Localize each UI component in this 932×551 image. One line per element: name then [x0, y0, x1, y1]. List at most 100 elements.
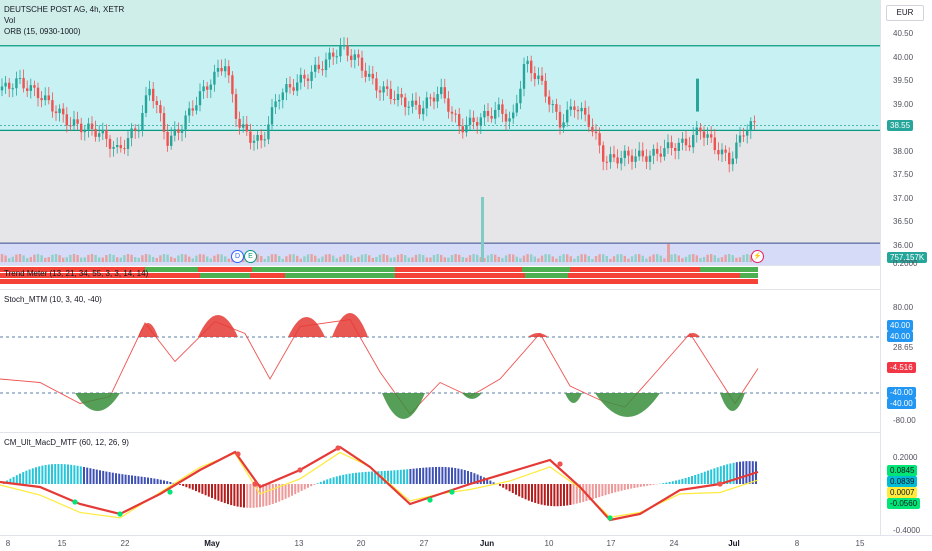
stoch-legend[interactable]: Stoch_MTM (10, 3, 40, -40)	[4, 294, 102, 305]
macd-histogram-bar	[441, 467, 443, 484]
orb-legend[interactable]: ORB (15, 0930-1000)	[4, 26, 81, 37]
macd-histogram-bar	[45, 465, 47, 484]
candle-body	[408, 107, 410, 108]
trend-meter-legend[interactable]: Trend Meter (13, 21, 34, 55, 3, 3, 14, 1…	[4, 268, 148, 279]
macd-histogram-bar	[409, 469, 411, 484]
macd-histogram-bar	[541, 484, 543, 505]
macd-histogram-bar	[269, 484, 271, 505]
volume-bar	[620, 254, 622, 262]
volume-bar	[51, 255, 53, 262]
macd-legend[interactable]: CM_Ult_MacD_MTF (60, 12, 26, 9)	[4, 437, 129, 448]
volume-bar	[559, 256, 561, 262]
candle-body	[228, 66, 230, 75]
vol-legend[interactable]: Vol	[4, 15, 15, 26]
volume-bar	[145, 254, 147, 262]
macd-histogram-bar	[211, 484, 213, 498]
candle-body	[361, 58, 363, 71]
volume-bar	[375, 257, 377, 262]
volume-bar	[84, 257, 86, 262]
macd-histogram-bar	[537, 484, 539, 504]
candle-body	[638, 151, 640, 157]
candle-body	[145, 95, 147, 113]
volume-bar	[426, 257, 428, 262]
macd-histogram-bar	[627, 484, 629, 489]
candle-body	[465, 125, 467, 132]
macd-histogram-bar	[243, 484, 245, 508]
volume-bar	[109, 254, 111, 262]
candle-body	[364, 71, 366, 77]
candle-body	[444, 87, 446, 98]
macd-histogram-bar	[246, 484, 248, 508]
volume-bar	[138, 258, 140, 262]
candle-body	[541, 76, 543, 81]
volume-bar	[397, 255, 399, 262]
volume-bar	[634, 254, 636, 262]
candle-body	[447, 98, 449, 111]
candle-body	[195, 105, 197, 110]
news-flash-icon[interactable]: ⚡	[751, 250, 764, 263]
macd-histogram-bar	[349, 474, 351, 484]
candle-body	[26, 88, 28, 91]
volume-bar	[721, 257, 723, 262]
volume-bar	[696, 255, 698, 262]
macd-histogram-bar	[230, 484, 232, 505]
candle-body	[170, 136, 172, 146]
price-chart[interactable]	[0, 0, 880, 265]
macd-histogram-bar	[265, 484, 267, 506]
candle-body	[141, 113, 143, 130]
volume-bar	[436, 254, 438, 262]
macd-histogram-bar	[749, 461, 751, 484]
candle-body	[516, 103, 518, 112]
candle-body	[199, 91, 201, 105]
volume-bar	[562, 254, 564, 262]
trend-meter-segment	[285, 273, 395, 278]
volume-bar	[458, 255, 460, 262]
macd-histogram-bar	[35, 467, 37, 484]
macd-histogram-bar	[601, 484, 603, 496]
trend-meter-pane[interactable]: Trend Meter (13, 21, 34, 55, 3, 3, 14, 1…	[0, 265, 932, 289]
volume-bar	[325, 254, 327, 262]
macd-histogram-bar	[518, 484, 520, 496]
stoch-oversold-area	[75, 393, 120, 411]
trend-meter-segment	[250, 273, 285, 278]
dividend-event-icon[interactable]: D	[231, 250, 244, 263]
candle-body	[537, 76, 539, 80]
candle-body	[379, 90, 381, 92]
currency-selector[interactable]: EUR	[886, 5, 924, 21]
candle-body	[224, 66, 226, 71]
macd-histogram-bar	[713, 468, 715, 484]
candle-body	[584, 108, 586, 115]
macd-pane[interactable]: CM_Ult_MacD_MTF (60, 12, 26, 9)	[0, 432, 932, 535]
candle-body	[519, 89, 521, 103]
candle-body	[616, 157, 618, 163]
price-pane[interactable]: DEUTSCHE POST AG, 4h, XETR Vol ORB (15, …	[0, 0, 932, 265]
volume-bar	[638, 254, 640, 262]
macd-histogram-bar	[368, 472, 370, 484]
macd-histogram-bar	[352, 473, 354, 484]
trend-meter-segment	[200, 273, 250, 278]
volume-bar	[481, 197, 484, 262]
candle-body	[181, 129, 183, 132]
volume-bar	[660, 256, 662, 262]
candle-body	[105, 130, 107, 139]
volume-bar	[678, 255, 680, 262]
macd-histogram-bar	[400, 470, 402, 484]
symbol-title[interactable]: DEUTSCHE POST AG, 4h, XETR	[4, 4, 124, 15]
macd-histogram-bar	[29, 469, 31, 484]
candle-body	[202, 86, 204, 91]
trend-meter-segment	[285, 267, 395, 272]
candle-body	[213, 72, 215, 85]
volume-bar	[487, 255, 489, 262]
candle-body	[69, 125, 71, 126]
volume-bar	[328, 254, 330, 262]
volume-bar	[343, 255, 345, 262]
volume-bar	[19, 254, 21, 262]
macd-histogram-bar	[192, 484, 194, 490]
earnings-event-icon[interactable]: E	[244, 250, 257, 263]
volume-bar	[588, 256, 590, 262]
candle-body	[300, 75, 302, 83]
stoch-pane[interactable]: Stoch_MTM (10, 3, 40, -40)	[0, 289, 932, 432]
stoch-overbought-area	[528, 333, 548, 337]
macd-histogram-bar	[637, 484, 639, 487]
